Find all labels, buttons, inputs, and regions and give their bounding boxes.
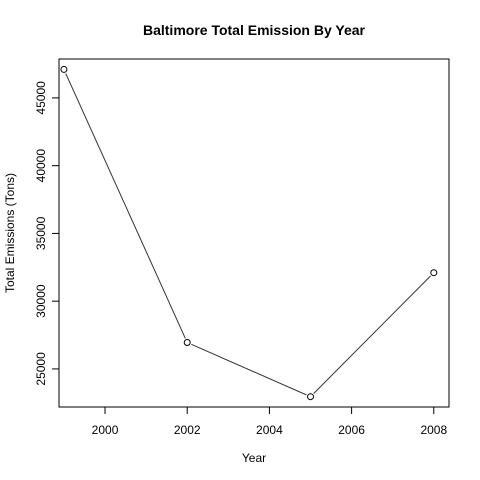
x-tick-label: 2008 [420,423,447,437]
y-tick-label: 30000 [34,284,48,318]
x-tick-label: 2000 [92,423,119,437]
series-line-segment [313,275,431,394]
series-layer [60,65,438,401]
series-line-segment [65,73,186,339]
chart-title: Baltimore Total Emission By Year [143,22,366,38]
data-point [183,338,191,346]
x-tick-label: 2004 [256,423,283,437]
data-point [60,65,68,73]
y-tick-label: 35000 [34,216,48,250]
y-tick-label: 25000 [34,352,48,386]
data-point [307,393,315,401]
x-tick-label: 2006 [338,423,365,437]
y-axis: 25000 30000 35000 40000 45000 [34,81,59,386]
data-point [430,269,438,277]
y-tick-label: 45000 [34,81,48,115]
x-axis: 2000 2002 2004 2006 2008 [92,407,447,437]
y-axis-label: Total Emissions (Tons) [3,173,17,293]
series-line-segment [191,343,307,396]
plot-area-box [58,58,450,408]
x-axis-label: Year [242,451,266,465]
y-tick-label: 40000 [34,149,48,183]
x-tick-label: 2002 [174,423,201,437]
